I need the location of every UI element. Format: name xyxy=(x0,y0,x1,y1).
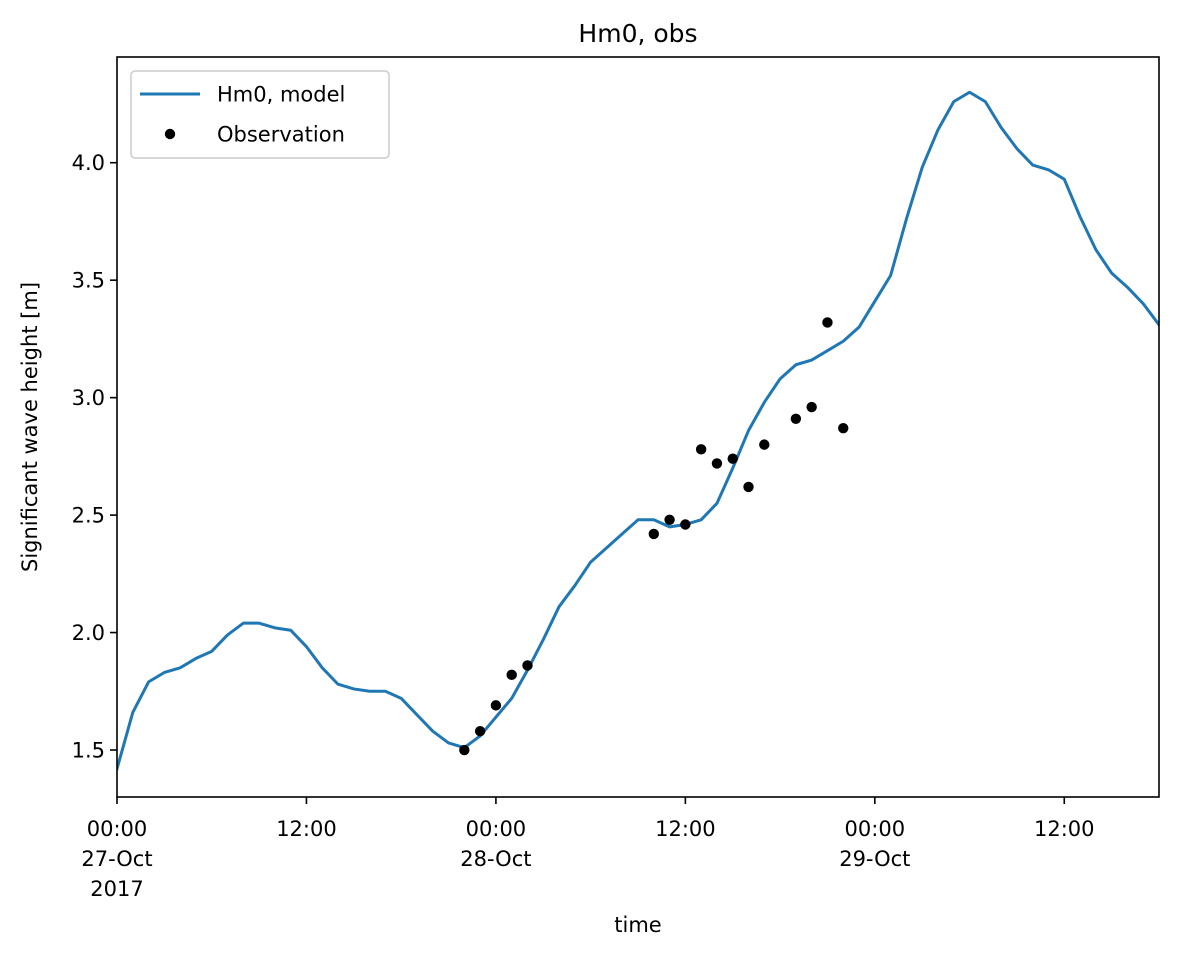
observation-point xyxy=(727,453,738,464)
x-tick-label: 00:00 xyxy=(466,817,527,841)
legend: Hm0, model Observation xyxy=(130,70,390,159)
observation-point xyxy=(806,401,817,413)
legend-label-observation: Observation xyxy=(217,123,345,147)
y-tick-label: 3.0 xyxy=(72,386,105,410)
observation-point xyxy=(648,528,659,540)
legend-label-model: Hm0, model xyxy=(217,83,345,107)
observation-point xyxy=(506,669,517,681)
observation-point xyxy=(838,422,849,434)
x-tick-label: 28-Oct xyxy=(460,847,531,871)
x-tick-label: 00:00 xyxy=(87,817,148,841)
observation-point xyxy=(490,700,502,711)
legend-swatch-observation xyxy=(164,128,176,140)
y-tick-label: 2.0 xyxy=(72,621,105,645)
observation-point xyxy=(680,519,691,530)
observation-point xyxy=(459,744,470,756)
observation-point xyxy=(743,481,754,493)
x-tick-label: 12:00 xyxy=(276,817,337,841)
x-tick-label: 12:00 xyxy=(655,817,716,841)
x-tick-label: 2017 xyxy=(90,877,143,901)
plot-area xyxy=(117,90,1159,771)
observation-point xyxy=(711,458,723,469)
observation-point xyxy=(695,444,707,455)
x-tick-label: 27-Oct xyxy=(81,847,152,871)
x-tick-label: 29-Oct xyxy=(839,847,910,871)
y-axis-title: Significant wave height [m] xyxy=(18,282,42,572)
y-tick-label: 2.5 xyxy=(72,504,105,528)
observation-point xyxy=(474,726,486,737)
y-axis: 1.5 2.0 2.5 3.0 3.5 4.0 xyxy=(72,151,117,763)
observation-point xyxy=(759,439,770,450)
chart-title: Hm0, obs xyxy=(578,19,697,48)
x-axis-title: time xyxy=(614,913,661,937)
observation-point xyxy=(664,514,675,525)
y-tick-label: 4.0 xyxy=(72,151,105,175)
y-tick-label: 1.5 xyxy=(72,739,105,763)
observation-point xyxy=(790,413,802,424)
observation-point xyxy=(522,660,533,671)
series-line-model xyxy=(117,90,1159,771)
observation-point xyxy=(822,317,833,328)
y-tick-label: 3.5 xyxy=(72,269,105,293)
x-tick-label: 12:00 xyxy=(1034,817,1095,841)
plot-frame xyxy=(116,56,1160,798)
x-axis: 00:00 27-Oct 2017 12:00 00:00 28-Oct 12:00 00:0… xyxy=(81,797,1095,901)
x-tick-label: 00:00 xyxy=(845,817,906,841)
